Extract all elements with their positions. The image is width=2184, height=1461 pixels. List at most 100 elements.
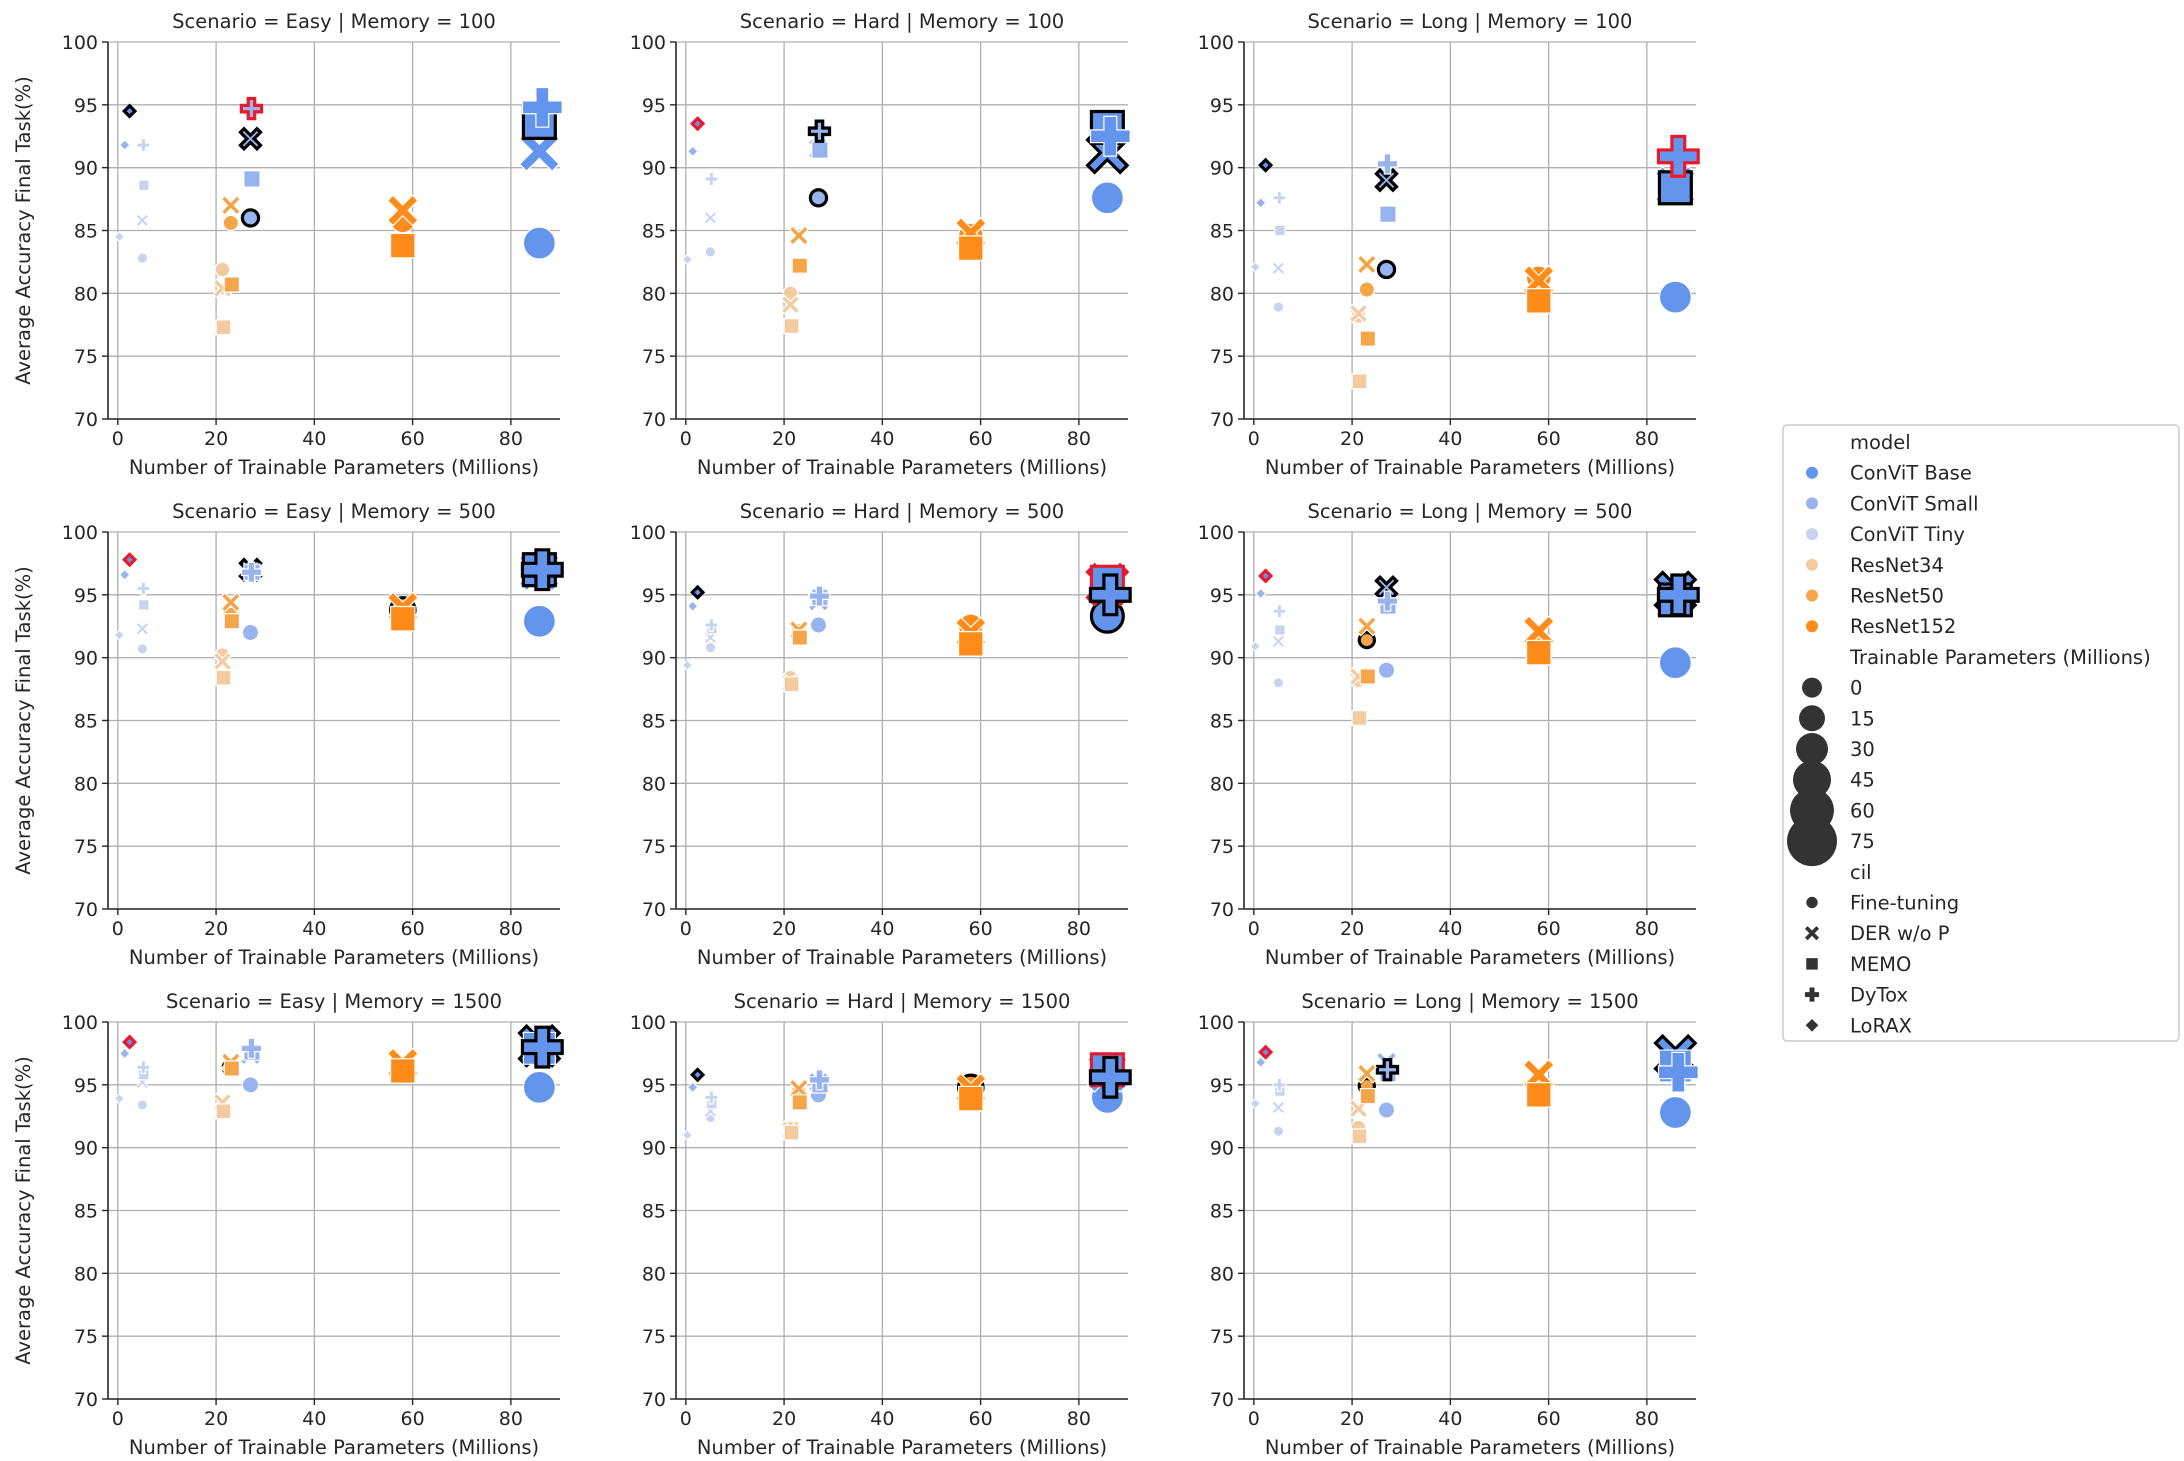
x-tick-label: 20: [772, 918, 796, 940]
point-convit-tiny-der-w-o-p: [703, 210, 718, 226]
point-convit-base-fine-tuning: [1658, 280, 1692, 314]
point-convit-base-lorax: [1258, 568, 1274, 584]
y-tick-label: 75: [642, 346, 666, 368]
x-tick-label: 40: [870, 428, 894, 450]
point-convit-small-dytox: [808, 1069, 831, 1091]
y-tick-label: 70: [642, 899, 666, 921]
point-convit-tiny-dytox: [1272, 190, 1287, 205]
y-tick-label: 95: [74, 585, 98, 607]
point-convit-base-dytox: [521, 86, 563, 128]
y-tick-label: 85: [642, 711, 666, 733]
point-convit-small-dytox: [240, 1037, 263, 1060]
point-convit-base-fine-tuning: [1658, 1095, 1692, 1130]
legend-model-label: ConViT Tiny: [1850, 523, 1965, 546]
point-resnet152-memo: [1525, 288, 1552, 314]
legend-color-dot: [1806, 620, 1818, 633]
panel-title: Scenario = Easy | Memory = 100: [172, 10, 496, 33]
point-resnet50-memo: [223, 276, 241, 293]
point-convit-base-fine-tuning: [522, 604, 556, 638]
point-convit-tiny-der-w-o-p: [1271, 634, 1286, 649]
point-convit-small-dytox: [1375, 1058, 1400, 1082]
y-tick-label: 90: [74, 158, 98, 180]
x-axis-label: Number of Trainable Parameters (Millions…: [697, 456, 1107, 479]
points-group: [113, 86, 563, 336]
x-tick-label: 60: [1537, 918, 1561, 940]
legend-color-dot: [1806, 558, 1818, 571]
point-resnet34-der-w-o-p: [1348, 303, 1369, 324]
point-convit-base-dytox: [1089, 115, 1131, 157]
point-convit-base-fine-tuning: [522, 226, 556, 260]
legend-size-dot: [1796, 733, 1828, 765]
x-tick-label: 60: [401, 428, 425, 450]
point-convit-tiny-lorax: [681, 253, 694, 266]
y-tick-label: 95: [1210, 95, 1234, 117]
panel-2: 0 20 40 60 80 70 75 80 85 90 95 100 Scenario = Hard …: [630, 10, 1131, 479]
panel-title: Scenario = Hard | Memory = 100: [740, 10, 1064, 33]
point-resnet50-fine-tuning: [1357, 630, 1376, 650]
y-tick-label: 95: [1210, 585, 1234, 607]
point-convit-small-fine-tuning: [808, 188, 829, 208]
point-convit-small-dytox: [1376, 590, 1399, 612]
point-convit-base-dytox: [520, 1025, 564, 1069]
point-convit-small-memo: [811, 141, 829, 159]
point-convit-small-dytox: [808, 585, 831, 607]
legend-size-dot: [1787, 816, 1837, 867]
point-resnet152-memo: [957, 235, 984, 261]
point-convit-small-lorax: [686, 1081, 699, 1094]
y-tick-label: 95: [74, 95, 98, 117]
x-tick-label: 60: [969, 428, 993, 450]
y-tick-label: 85: [1210, 711, 1234, 733]
x-tick-label: 40: [870, 918, 894, 940]
x-tick-label: 80: [1635, 918, 1659, 940]
point-convit-tiny-lorax: [113, 1092, 126, 1105]
x-tick-label: 40: [302, 1408, 326, 1430]
point-resnet50-der-w-o-p: [220, 195, 242, 216]
x-tick-label: 80: [1635, 428, 1659, 450]
y-tick-label: 90: [74, 1138, 98, 1160]
panel-title: Scenario = Easy | Memory = 1500: [166, 990, 502, 1013]
legend-size-dot: [1793, 760, 1831, 799]
x-tick-label: 80: [499, 918, 523, 940]
y-tick-label: 75: [1210, 836, 1234, 858]
point-resnet34-memo: [1351, 710, 1368, 726]
point-convit-tiny-fine-tuning: [136, 252, 149, 264]
point-resnet34-memo: [1351, 373, 1368, 390]
y-tick-label: 80: [74, 283, 98, 305]
points-group: [113, 1023, 564, 1120]
y-tick-label: 85: [1210, 1201, 1234, 1223]
point-convit-base-lorax: [1258, 157, 1274, 173]
legend-size-label: 45: [1850, 769, 1875, 792]
point-convit-small-lorax: [1254, 587, 1267, 600]
legend-heading: cil: [1850, 861, 1872, 884]
y-tick-label: 85: [1210, 221, 1234, 243]
point-convit-tiny-der-w-o-p: [135, 213, 150, 228]
x-tick-label: 80: [1067, 1408, 1091, 1430]
point-convit-base-lorax: [690, 1067, 706, 1083]
point-convit-small-lorax: [686, 145, 699, 158]
y-tick-label: 85: [74, 221, 98, 243]
y-tick-label: 95: [642, 1075, 666, 1097]
point-resnet34-memo: [783, 318, 800, 334]
x-tick-label: 80: [499, 428, 523, 450]
x-tick-label: 40: [302, 428, 326, 450]
panel-title: Scenario = Hard | Memory = 500: [740, 500, 1064, 523]
y-tick-label: 75: [74, 836, 98, 858]
point-convit-tiny-dytox: [136, 1060, 151, 1075]
point-resnet50-memo: [791, 629, 809, 646]
point-resnet152-der-w-o-p: [1522, 615, 1555, 648]
y-tick-label: 70: [1210, 409, 1234, 431]
y-tick-label: 75: [642, 1326, 666, 1348]
point-convit-small-der-w-o-p: [238, 126, 263, 152]
y-tick-label: 75: [1210, 1326, 1234, 1348]
point-convit-tiny-dytox: [1272, 604, 1287, 619]
panel-6: 0 20 40 60 80 70 75 80 85 90 95 100 Scenario = Long …: [1198, 500, 1700, 969]
point-resnet152-memo: [1525, 639, 1552, 666]
point-convit-small-dytox: [240, 561, 263, 583]
y-tick-label: 80: [1210, 283, 1234, 305]
y-tick-label: 100: [62, 1012, 98, 1034]
x-tick-label: 0: [1248, 918, 1260, 940]
x-tick-label: 40: [1438, 428, 1462, 450]
x-tick-label: 80: [1067, 918, 1091, 940]
point-resnet152-memo: [957, 631, 984, 657]
